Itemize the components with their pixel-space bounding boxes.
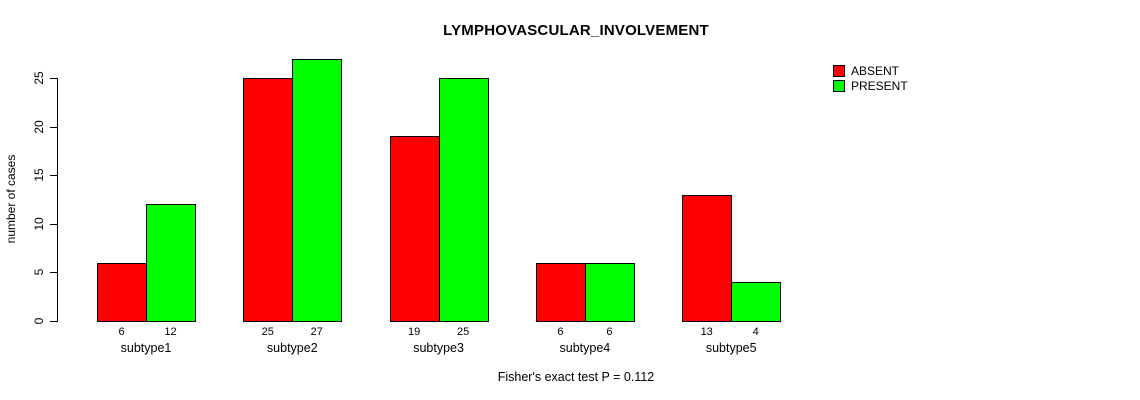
y-tick	[50, 126, 57, 128]
bar-present-subtype3	[438, 78, 489, 322]
bar-present-subtype5	[731, 282, 782, 322]
y-tick	[50, 175, 57, 177]
bar-value-label: 6	[606, 326, 613, 338]
bar-value-label: 13	[700, 326, 713, 338]
annotation-text: Fisher's exact test P = 0.112	[497, 370, 655, 384]
bar-value-label: 25	[456, 326, 470, 338]
bar-value-label: 25	[261, 326, 274, 338]
category-label-subtype4: subtype4	[559, 341, 611, 355]
bar-absent-subtype1	[97, 262, 147, 322]
y-axis-title: number of cases	[4, 154, 18, 244]
category-label-subtype1: subtype1	[120, 341, 172, 355]
bar-value-label: 19	[407, 326, 421, 338]
category-label-subtype2: subtype2	[266, 341, 318, 355]
bar-value-label: 4	[752, 326, 759, 338]
bar-value-label: 6	[118, 326, 125, 338]
bar-value-label: 6	[557, 326, 564, 338]
y-tick	[50, 78, 57, 79]
legend-item-absent: ABSENT	[833, 63, 908, 78]
legend-swatch-present	[833, 79, 845, 92]
legend-label: ABSENT	[851, 63, 900, 78]
bar-value-label: 27	[310, 326, 323, 338]
bar-absent-subtype2	[243, 78, 294, 322]
bar-present-subtype4	[584, 262, 635, 322]
bar-present-subtype2	[292, 58, 343, 322]
category-label-subtype3: subtype3	[413, 341, 464, 355]
y-tick-label: 0	[32, 317, 46, 325]
y-tick-label: 10	[32, 217, 46, 231]
bar-absent-subtype4	[535, 262, 586, 322]
y-tick-label: 15	[32, 168, 46, 182]
y-tick-label: 5	[32, 269, 46, 276]
bar-present-subtype1	[146, 204, 196, 322]
chart-title: LYMPHOVASCULAR_INVOLVEMENT	[443, 22, 709, 39]
y-tick-label: 25	[32, 71, 46, 85]
y-tick	[50, 321, 57, 322]
y-tick-label: 20	[32, 119, 46, 134]
bar-absent-subtype5	[682, 194, 733, 322]
bar-value-label: 12	[164, 326, 177, 338]
bar-absent-subtype3	[389, 136, 440, 322]
y-tick	[50, 223, 57, 225]
legend-swatch-absent	[833, 64, 845, 77]
legend-label: PRESENT	[851, 78, 908, 93]
category-label-subtype5: subtype5	[705, 341, 757, 355]
y-axis-line	[57, 78, 58, 322]
legend-item-present: PRESENT	[833, 78, 908, 93]
legend: ABSENT PRESENT	[833, 63, 908, 93]
y-tick	[50, 272, 57, 274]
